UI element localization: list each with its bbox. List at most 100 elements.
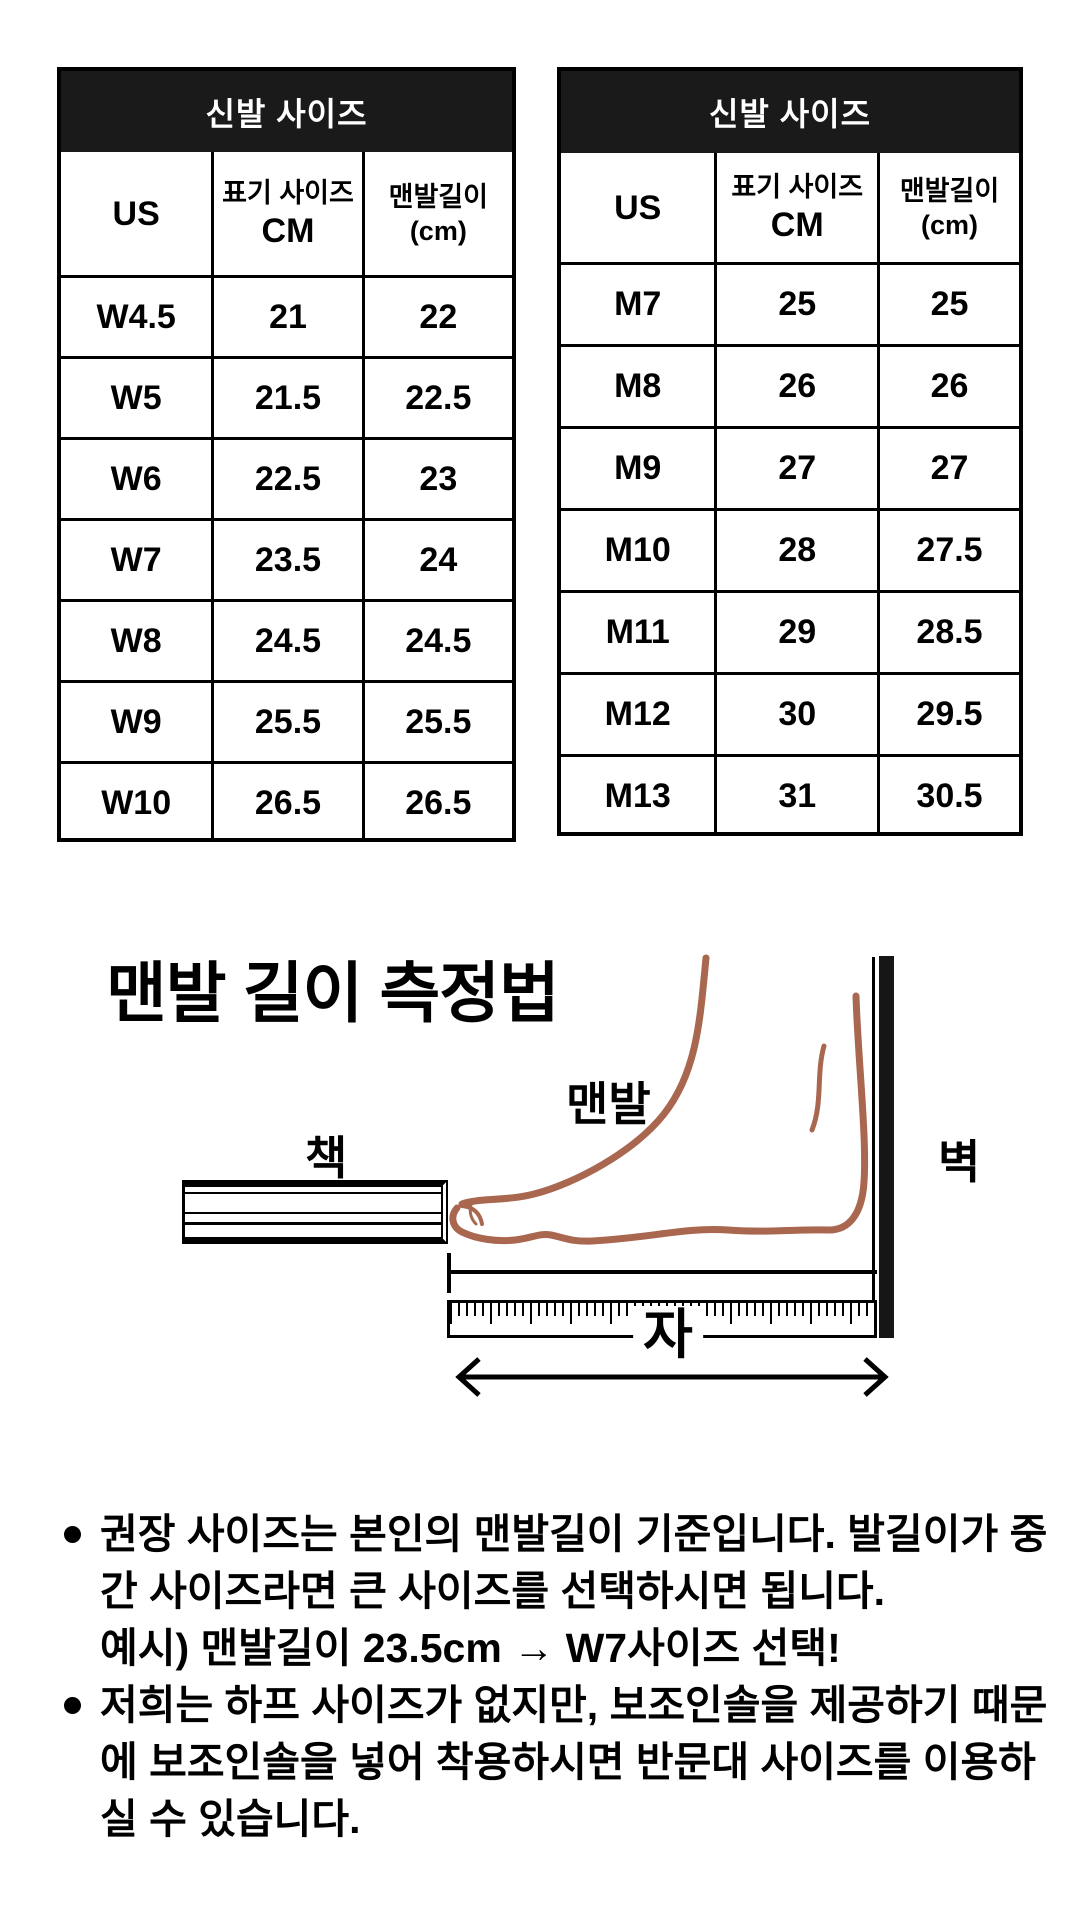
note-line: 에 보조인솔을 넣어 착용하시면 반문대 사이즈를 이용하: [100, 1739, 1036, 1785]
table-row: M10 28 27.5: [561, 508, 1019, 590]
note-line: 저희는 하프 사이즈가 없지만, 보조인솔을 제공하기 때문: [100, 1682, 1048, 1728]
cell-size-cm: 30: [714, 675, 877, 754]
cell-size-cm: 22.5: [211, 440, 361, 518]
table-row: M13 31 30.5: [561, 754, 1019, 836]
cell-foot-length: 22: [361, 278, 512, 356]
cell-foot-length: 23: [361, 440, 512, 518]
ruler-label: 자: [633, 1305, 703, 1366]
cell-size-cm: 31: [714, 757, 877, 836]
note-item: 권장 사이즈는 본인의 맨발길이 기준입니다. 발길이가 중 간 사이즈라면 큰…: [52, 1506, 1048, 1677]
table-row: W9 25.5 25.5: [61, 680, 512, 761]
table-row: W6 22.5 23: [61, 437, 512, 518]
cell-foot-length: 27: [877, 429, 1019, 508]
foot-bottom-line: [449, 992, 869, 1245]
foot-outline: [449, 954, 869, 1245]
note-line: 예시) 맨발길이 23.5cm → W7사이즈 선택!: [100, 1625, 841, 1671]
cell-us: M13: [604, 777, 671, 815]
notes: 권장 사이즈는 본인의 맨발길이 기준입니다. 발길이가 중 간 사이즈라면 큰…: [52, 1506, 1048, 1848]
cell-us: M7: [614, 285, 662, 323]
cell-size-cm: 27: [714, 429, 877, 508]
cell-foot-length: 27.5: [877, 511, 1019, 590]
book-page-line: [185, 1222, 441, 1225]
cell-us: M8: [614, 367, 662, 405]
men-table-title: 신발 사이즈: [561, 71, 1019, 153]
barefoot-label: 맨발: [566, 1078, 651, 1130]
diagram-title: 맨발 길이 측정법: [106, 956, 560, 1030]
cell-foot-length: 25: [877, 265, 1019, 344]
table-row: M11 29 28.5: [561, 590, 1019, 672]
men-col-header-foot-length: 맨발길이 (cm): [877, 153, 1019, 262]
cell-us: W6: [110, 459, 162, 498]
note-line: 실 수 있습니다.: [100, 1796, 361, 1842]
cell-size-cm: 26.5: [211, 764, 361, 842]
women-col-header-us: US: [112, 194, 160, 233]
cell-foot-length: 24.5: [361, 602, 512, 680]
cell-us: W5: [110, 378, 162, 417]
cell-us: W10: [101, 783, 172, 822]
double-headed-arrow: [455, 1357, 889, 1397]
bullet-dot: [64, 1526, 81, 1543]
cell-foot-length: 24: [361, 521, 512, 599]
book-page-line: [185, 1192, 441, 1194]
note-line: 간 사이즈라면 큰 사이즈를 선택하시면 됩니다.: [100, 1568, 886, 1614]
book-label: 책: [305, 1132, 348, 1184]
women-table-header-row: US 표기 사이즈 CM 맨발길이 (cm): [61, 152, 512, 275]
men-table-header-row: US 표기 사이즈 CM 맨발길이 (cm): [561, 153, 1019, 262]
cell-size-cm: 24.5: [211, 602, 361, 680]
table-row: W10 26.5 26.5: [61, 761, 512, 842]
cell-us: M11: [605, 613, 670, 651]
toe-nail-inner-line: [468, 1203, 478, 1226]
table-row: M9 27 27: [561, 426, 1019, 508]
wall-line: [872, 957, 875, 1338]
cell-size-cm: 23.5: [211, 521, 361, 599]
arrow-left-head: [455, 1357, 481, 1397]
cell-foot-length: 28.5: [877, 593, 1019, 672]
cell-size-cm: 21: [211, 278, 361, 356]
foot-diagram-svg: [449, 954, 889, 1397]
wall-bar: [879, 956, 894, 1338]
table-row: W5 21.5 22.5: [61, 356, 512, 437]
wall-label: 벽: [938, 1136, 981, 1188]
book-illustration: [182, 1180, 448, 1244]
cell-size-cm: 29: [714, 593, 877, 672]
cell-size-cm: 28: [714, 511, 877, 590]
cell-size-cm: 25.5: [211, 683, 361, 761]
women-col-header-foot-length: 맨발길이 (cm): [361, 152, 512, 275]
cell-size-cm: 21.5: [211, 359, 361, 437]
table-row: W8 24.5 24.5: [61, 599, 512, 680]
cell-foot-length: 30.5: [877, 757, 1019, 836]
men-size-table: 신발 사이즈 US 표기 사이즈 CM 맨발길이 (cm) M7 25 25 M…: [557, 67, 1023, 836]
arrow-right-head: [863, 1357, 889, 1397]
table-row: M8 26 26: [561, 344, 1019, 426]
foot-top-line: [458, 954, 710, 1208]
ankle-crease-line: [809, 1043, 827, 1133]
cell-us: M10: [604, 531, 671, 569]
cell-foot-length: 26.5: [361, 764, 512, 842]
women-col-header-size-cm: 표기 사이즈 CM: [211, 152, 361, 275]
cell-us: W9: [110, 702, 162, 741]
cell-us: W8: [110, 621, 162, 660]
cell-foot-length: 25.5: [361, 683, 512, 761]
men-col-header-us: US: [614, 188, 662, 227]
toe-nail-line: [460, 1204, 484, 1226]
cell-foot-length: 22.5: [361, 359, 512, 437]
cell-foot-length: 26: [877, 347, 1019, 426]
note-item: 저희는 하프 사이즈가 없지만, 보조인솔을 제공하기 때문 에 보조인솔을 넣…: [52, 1677, 1048, 1848]
book-page-line: [185, 1212, 441, 1214]
cell-us: M12: [604, 695, 671, 733]
cell-size-cm: 25: [714, 265, 877, 344]
cell-us: M9: [614, 449, 662, 487]
table-row: W7 23.5 24: [61, 518, 512, 599]
table-row: M12 30 29.5: [561, 672, 1019, 754]
cell-size-cm: 26: [714, 347, 877, 426]
note-line: 권장 사이즈는 본인의 맨발길이 기준입니다. 발길이가 중: [100, 1511, 1048, 1557]
women-size-table: 신발 사이즈 US 표기 사이즈 CM 맨발길이 (cm) W4.5 21 22…: [57, 67, 516, 842]
table-row: M7 25 25: [561, 262, 1019, 344]
cell-us: W7: [110, 540, 162, 579]
men-col-header-size-cm: 표기 사이즈 CM: [714, 153, 877, 262]
women-table-title: 신발 사이즈: [61, 71, 512, 152]
cell-us: W4.5: [96, 297, 176, 336]
table-row: W4.5 21 22: [61, 275, 512, 356]
bullet-dot: [64, 1697, 81, 1714]
